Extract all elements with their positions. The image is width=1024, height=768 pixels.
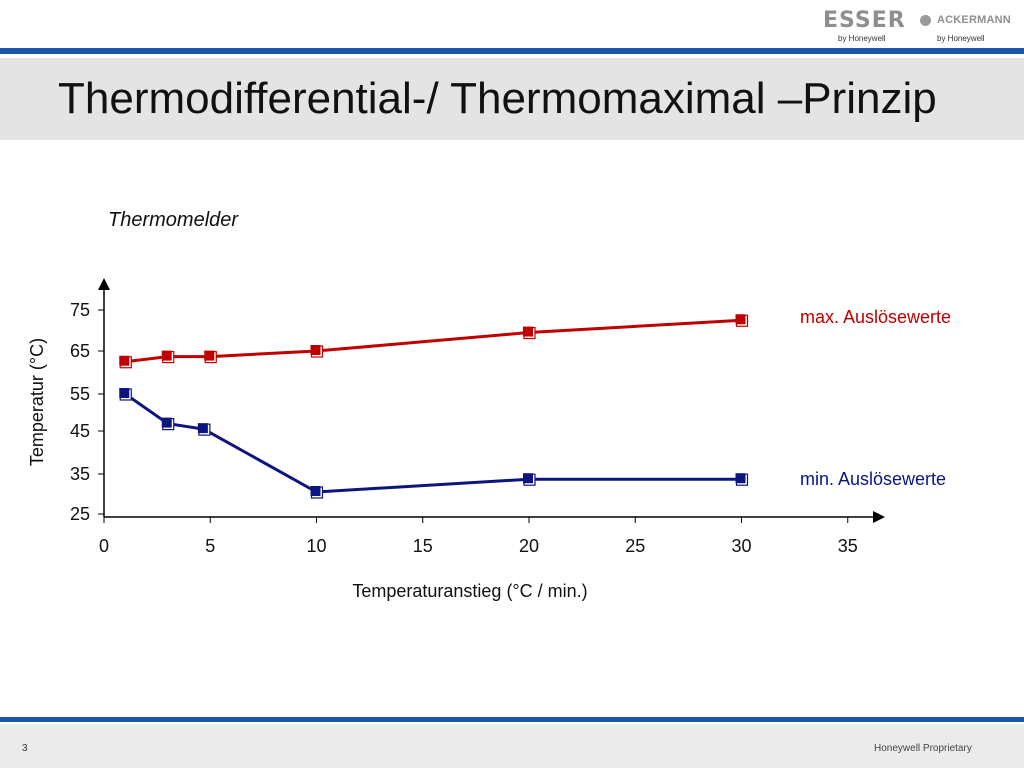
y-tick-label: 55 xyxy=(70,384,90,404)
x-tick-label: 35 xyxy=(838,536,858,556)
chart-y-label: Temperatur (°C) xyxy=(27,338,47,466)
ackermann-logo-icon xyxy=(920,15,931,26)
series-label: max. Auslösewerte xyxy=(800,307,951,327)
data-point xyxy=(161,350,172,361)
data-point xyxy=(735,314,746,325)
chart-x-label: Temperaturanstieg (°C / min.) xyxy=(352,581,587,601)
x-tick-label: 0 xyxy=(99,536,109,556)
series-line xyxy=(124,392,742,494)
title-bar xyxy=(0,58,1024,140)
y-axis-arrow xyxy=(98,278,110,290)
data-point xyxy=(523,473,533,484)
top-accent-bar xyxy=(0,48,1024,54)
x-tick-label: 25 xyxy=(625,536,645,556)
data-point xyxy=(310,486,321,496)
data-point xyxy=(735,473,746,484)
x-tick-label: 10 xyxy=(306,536,326,556)
series-line xyxy=(125,318,742,364)
chart-title: Thermomelder xyxy=(108,209,239,231)
y-tick-label: 25 xyxy=(70,504,90,524)
y-tick-label: 45 xyxy=(70,421,90,441)
x-tick-label: 5 xyxy=(205,536,215,556)
data-point xyxy=(161,417,172,428)
chart-axes: 25 35 45 55 65 75 0 5 10 15 20 25 30 35 xyxy=(70,278,885,556)
bottom-accent-bar xyxy=(0,717,1024,722)
data-point xyxy=(204,350,215,361)
data-point xyxy=(119,388,130,398)
footer xyxy=(0,724,1024,768)
page-number: 3 xyxy=(22,743,28,754)
x-tick-label: 20 xyxy=(519,536,539,556)
ackermann-logo: ACKERMANN xyxy=(937,14,1011,26)
data-point xyxy=(119,355,130,366)
series-label: min. Auslösewerte xyxy=(800,469,946,489)
data-point xyxy=(197,423,208,434)
esser-logo-sub: by Honeywell xyxy=(838,34,886,43)
x-tick-label: 30 xyxy=(731,536,751,556)
footer-proprietary: Honeywell Proprietary xyxy=(874,743,972,754)
data-point xyxy=(310,345,321,355)
x-axis-arrow xyxy=(873,511,885,523)
y-tick-label: 35 xyxy=(70,464,90,484)
slide-title: Thermodifferential-/ Thermomaximal –Prin… xyxy=(58,74,937,123)
y-tick-label: 75 xyxy=(70,300,90,320)
y-tick-label: 65 xyxy=(70,341,90,361)
chart-series: max. Auslösewerte min. Auslösewerte xyxy=(119,307,951,499)
data-point xyxy=(523,326,533,337)
esser-logo: ESSER xyxy=(823,8,906,33)
x-tick-label: 15 xyxy=(413,536,433,556)
ackermann-logo-sub: by Honeywell xyxy=(937,34,985,43)
